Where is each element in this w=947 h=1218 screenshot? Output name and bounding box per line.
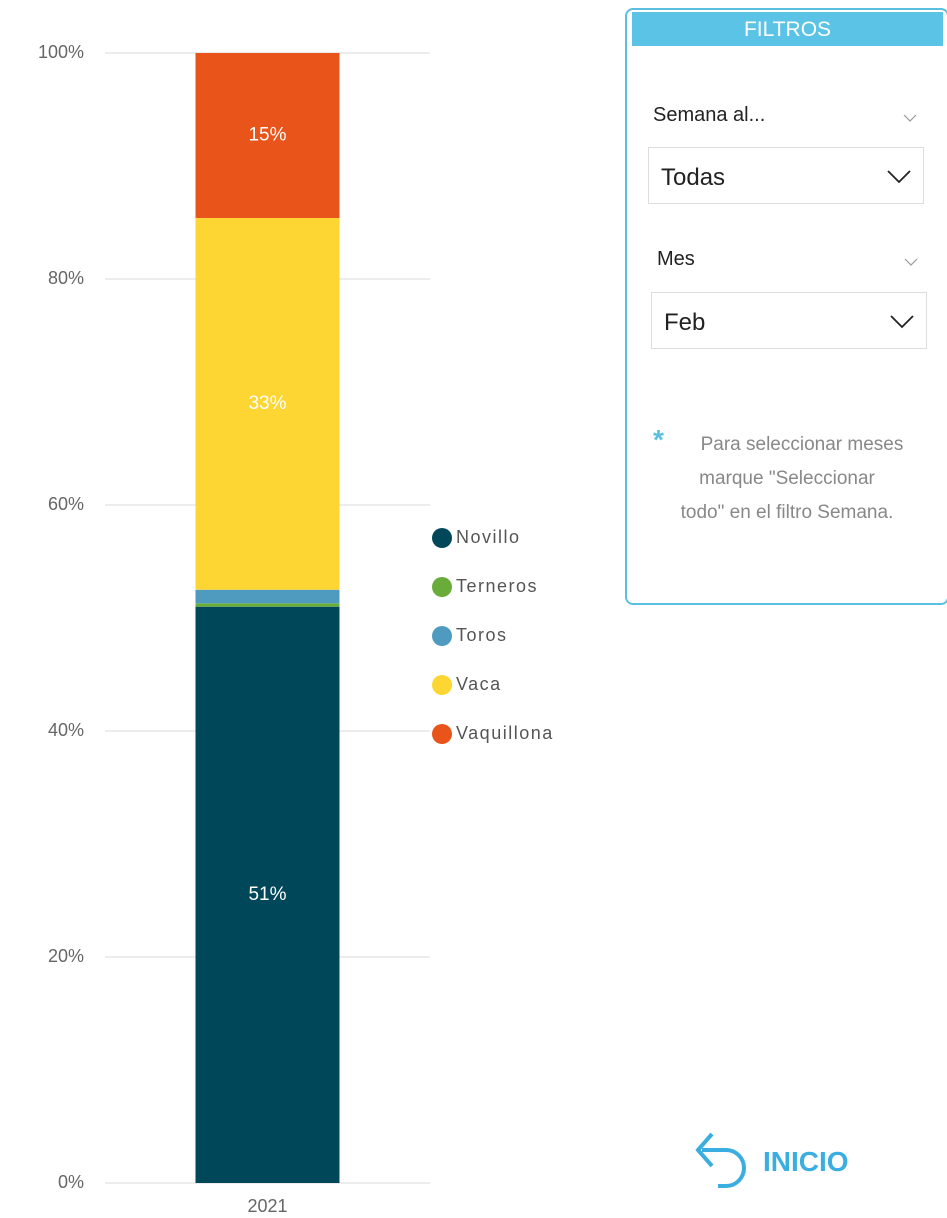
filter-label: Mes — [657, 248, 695, 270]
data-label: 51% — [248, 884, 286, 905]
filter-panel: FILTROS Semana al... Todas Mes Feb * Par… — [625, 8, 947, 605]
data-label: 15% — [248, 125, 286, 146]
y-tick-label: 100% — [38, 42, 84, 62]
note-line: todo" en el filtro Semana. — [680, 502, 894, 523]
chevron — [890, 315, 914, 329]
y-tick-label: 60% — [48, 494, 84, 514]
dropdown-value: Feb — [664, 309, 706, 336]
legend-swatch — [432, 626, 452, 646]
button-label: INICIO — [763, 1146, 849, 1177]
y-tick-label: 20% — [48, 946, 84, 966]
bar-segment — [195, 589, 340, 604]
note-line: marque "Seleccionar — [699, 468, 875, 489]
legend-label: Vaquillona — [456, 723, 554, 743]
filter-label: Semana al... — [653, 104, 766, 126]
y-tick-label: 40% — [48, 720, 84, 740]
chart: 0% 20% 40% 60% 80% 100% 2021 51% 33% 15% Novillo Te… — [38, 42, 554, 1216]
bar-segment — [195, 217, 340, 590]
x-tick-label: 2021 — [247, 1196, 287, 1216]
bar-segment — [195, 603, 340, 607]
note-line: Para seleccionar meses — [700, 434, 904, 455]
home-button[interactable]: INICIO — [688, 1128, 868, 1192]
dropdown[interactable]: Todas — [648, 147, 924, 204]
legend-label: Toros — [456, 625, 508, 645]
chevron — [904, 258, 918, 266]
back-icon — [695, 1132, 746, 1188]
legend-label: Terneros — [456, 576, 538, 596]
dropdown-value: Todas — [661, 164, 726, 191]
legend-swatch — [432, 577, 452, 597]
bar-segment — [195, 53, 340, 218]
bar-segment — [195, 606, 340, 1183]
legend-swatch — [432, 724, 452, 744]
legend-label: Novillo — [456, 527, 521, 547]
y-tick-label: 0% — [58, 1172, 84, 1192]
dropdown[interactable]: Feb — [651, 292, 927, 349]
chevron — [903, 114, 917, 122]
chevron — [887, 170, 911, 184]
data-label: 33% — [248, 393, 286, 414]
note: Para seleccionar meses marque "Seleccion… — [627, 428, 947, 530]
legend-swatch — [432, 675, 452, 695]
note-mark: * — [653, 424, 664, 455]
legend-swatch — [432, 528, 452, 548]
legend-label: Vaca — [456, 674, 502, 694]
panel-title: FILTROS — [632, 12, 943, 46]
y-tick-label: 80% — [48, 268, 84, 288]
